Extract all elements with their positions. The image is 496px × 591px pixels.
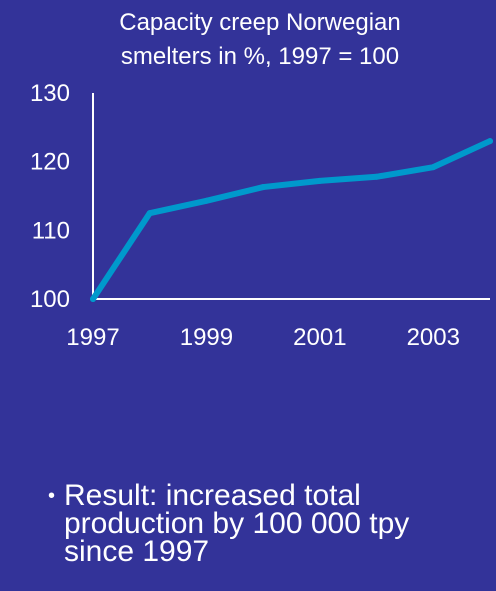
series-line [90, 138, 493, 302]
x-tick-labels: 1997 1999 2001 2003 [66, 324, 460, 351]
data-point [260, 184, 267, 191]
x-tick-label: 2003 [407, 324, 460, 351]
data-points [90, 138, 493, 302]
data-point [487, 138, 493, 145]
y-tick-label: 120 [30, 149, 70, 176]
data-point [430, 164, 437, 171]
y-tick-label: 110 [32, 217, 70, 244]
y-tick-label: 130 [30, 80, 70, 107]
line-chart: 100 110 120 130 1997 1999 2001 2003 [30, 80, 493, 351]
result-bullet: • Result: increased total production by … [48, 479, 484, 568]
chart-title-line-1: Capacity creep Norwegian [119, 9, 401, 36]
data-point [373, 173, 380, 180]
data-point [203, 197, 210, 204]
y-tick-labels: 100 110 120 130 [30, 80, 70, 313]
data-point [90, 296, 96, 302]
chart-title: Capacity creep Norwegian smelters in %, … [60, 6, 460, 74]
x-tick-label: 1997 [66, 324, 119, 351]
y-tick-label: 100 [30, 286, 70, 313]
x-tick-label: 2001 [293, 324, 346, 351]
bullet-dot-icon: • [48, 485, 56, 507]
data-point [146, 210, 153, 217]
data-point [316, 177, 323, 184]
x-tick-label: 1999 [180, 324, 233, 351]
chart-title-line-2: smelters in %, 1997 = 100 [120, 43, 400, 70]
result-text: Result: increased total production by 10… [64, 479, 410, 568]
